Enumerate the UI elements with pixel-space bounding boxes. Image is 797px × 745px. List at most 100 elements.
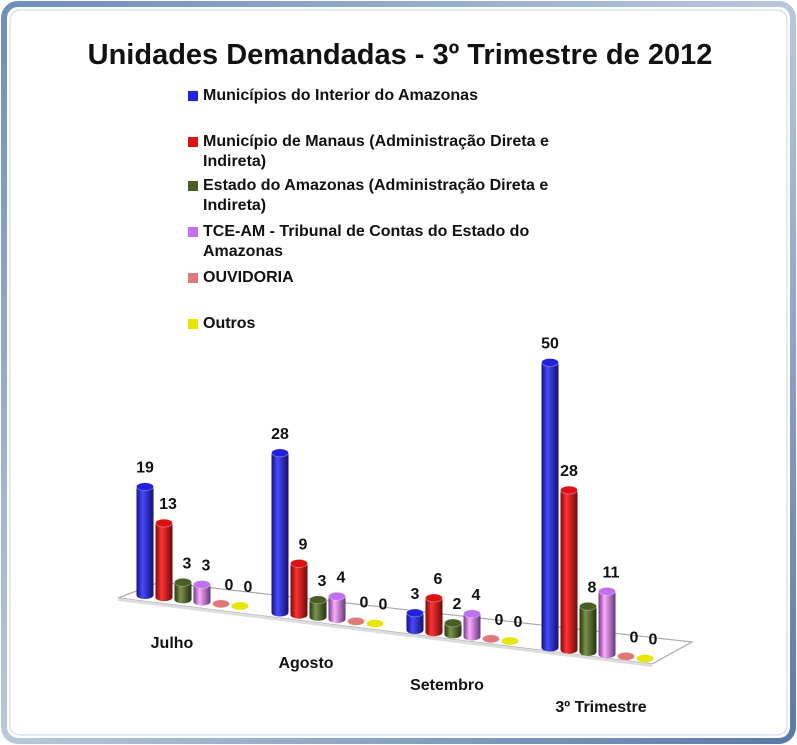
bar-body bbox=[328, 596, 346, 624]
bar-body bbox=[271, 452, 289, 617]
legend-entry: OUVIDORIA bbox=[188, 268, 628, 288]
bar bbox=[560, 485, 578, 654]
bar-body bbox=[444, 623, 462, 639]
floor-edge bbox=[118, 598, 652, 667]
data-label: 9 bbox=[299, 536, 308, 553]
bar bbox=[174, 577, 192, 604]
bar-top bbox=[174, 577, 192, 587]
bar-body bbox=[174, 582, 192, 604]
data-label: 3 bbox=[202, 558, 211, 575]
data-label: 28 bbox=[271, 426, 289, 443]
data-label: 3 bbox=[318, 573, 327, 590]
data-label: 0 bbox=[244, 579, 253, 596]
data-label: 2 bbox=[453, 596, 462, 613]
bar-top bbox=[136, 482, 154, 492]
bar-top bbox=[617, 651, 635, 661]
legend-label: Município de Manaus (Administração Diret… bbox=[203, 133, 549, 170]
bar-top bbox=[406, 608, 424, 618]
bar bbox=[598, 587, 616, 659]
bar bbox=[136, 482, 154, 599]
legend-swatch bbox=[188, 273, 198, 283]
data-label: 8 bbox=[588, 579, 597, 596]
bar bbox=[463, 609, 481, 641]
bar bbox=[617, 651, 635, 661]
bar-body bbox=[541, 362, 559, 652]
bar bbox=[579, 601, 597, 656]
legend-label: Outros bbox=[203, 315, 256, 332]
bar-top bbox=[463, 609, 481, 619]
legend-label: Estado do Amazonas (Administração Direta… bbox=[203, 177, 549, 214]
bar-top bbox=[501, 636, 519, 646]
data-label: 0 bbox=[514, 614, 523, 631]
bar-top bbox=[271, 448, 289, 458]
bar-top bbox=[636, 654, 654, 663]
bar bbox=[366, 619, 384, 628]
bar bbox=[271, 448, 289, 617]
data-label: 0 bbox=[630, 629, 639, 646]
data-label: 3 bbox=[411, 586, 420, 603]
legend-swatch bbox=[188, 181, 198, 191]
legend-swatch bbox=[188, 227, 198, 237]
bar-top bbox=[598, 587, 616, 596]
legend-label: TCE-AM - Tribunal de Contas do Estado do… bbox=[203, 223, 530, 260]
bar-top bbox=[193, 580, 211, 589]
bar bbox=[328, 591, 346, 624]
data-label: 13 bbox=[159, 496, 177, 513]
data-label: 0 bbox=[379, 597, 388, 614]
bar-body bbox=[193, 584, 211, 606]
data-label: 0 bbox=[649, 632, 658, 649]
bar-top bbox=[328, 591, 346, 601]
data-label: 11 bbox=[603, 564, 620, 581]
bar-body bbox=[136, 486, 154, 599]
bar-top bbox=[290, 559, 308, 568]
bar-body bbox=[406, 612, 424, 634]
bar bbox=[636, 654, 654, 663]
data-label: 4 bbox=[472, 587, 481, 604]
bar bbox=[541, 358, 559, 652]
bar-body bbox=[463, 613, 481, 641]
bar-body bbox=[425, 598, 443, 637]
bar-top bbox=[309, 595, 327, 605]
data-label: 28 bbox=[560, 463, 578, 480]
data-label: 19 bbox=[136, 460, 154, 477]
bar bbox=[290, 559, 308, 619]
bar-top bbox=[231, 601, 249, 611]
bar bbox=[444, 618, 462, 639]
legend-entry: Municípios do Interior do Amazonas bbox=[188, 86, 628, 106]
legend-label: OUVIDORIA bbox=[203, 269, 294, 286]
bar-body bbox=[290, 563, 308, 619]
data-label: 0 bbox=[495, 612, 504, 629]
chart-title: Unidades Demandadas - 3º Trimestre de 20… bbox=[88, 39, 713, 71]
bar-top bbox=[155, 518, 173, 528]
bar bbox=[309, 595, 327, 621]
bar-top bbox=[541, 358, 559, 367]
x-tick-label: 3º Trimestre bbox=[555, 699, 646, 716]
legend-entry: Outros bbox=[188, 314, 628, 334]
bar bbox=[212, 599, 230, 609]
x-tick-label: Julho bbox=[151, 635, 194, 652]
bar bbox=[406, 608, 424, 634]
data-label: 4 bbox=[337, 569, 346, 586]
data-label: 3 bbox=[183, 555, 192, 572]
legend-entry: TCE-AM - Tribunal de Contas do Estado do… bbox=[188, 222, 628, 262]
bar-body bbox=[598, 591, 616, 659]
frame-inner bbox=[9, 9, 788, 736]
x-tick-label: Agosto bbox=[278, 655, 333, 672]
bar bbox=[347, 616, 365, 626]
bar bbox=[501, 636, 519, 646]
bar bbox=[482, 634, 500, 644]
bar-body bbox=[560, 490, 578, 654]
bar-top bbox=[366, 619, 384, 628]
bar-top bbox=[482, 634, 500, 644]
bar-body bbox=[309, 599, 327, 621]
bar-top bbox=[425, 593, 443, 603]
bar bbox=[155, 518, 173, 602]
legend-entry: Estado do Amazonas (Administração Direta… bbox=[188, 176, 628, 216]
bar bbox=[193, 580, 211, 606]
data-label: 0 bbox=[225, 577, 234, 594]
legend-swatch bbox=[188, 137, 198, 147]
data-label: 6 bbox=[434, 571, 443, 588]
bar-top bbox=[560, 485, 578, 495]
